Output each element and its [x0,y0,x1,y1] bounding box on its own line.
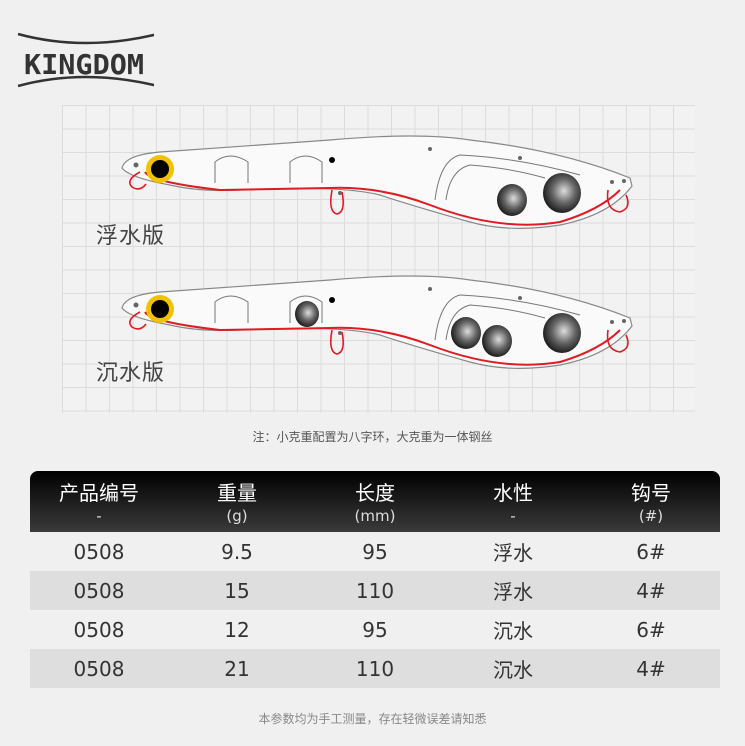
table-header: 产品编号 - 重量 (g) 长度 (mm) 水性 - 钩号 (#) [30,471,720,532]
column-header-weight: 重量 (g) [217,481,257,526]
table-row: 0508 15 110 浮水 4# [30,571,720,610]
cell: 4# [636,578,666,603]
sinking-lure [121,275,633,370]
cell: 沉水 [493,658,533,682]
cell: 浮水 [493,541,533,565]
cell: 95 [362,539,388,564]
table-row: 0508 21 110 沉水 4# [30,649,720,688]
spec-table: 产品编号 - 重量 (g) 长度 (mm) 水性 - 钩号 (#) 0508 9.5 95 浮水… [30,471,720,688]
cell: 9.5 [221,539,253,564]
cell: 6# [636,539,666,564]
floating-lure [121,135,633,230]
column-header-length: 长度 (mm) [354,481,396,526]
cell: 0508 [73,539,125,564]
column-header-product-code: 产品编号 - [59,481,139,526]
sinking-version-label: 沉水版 [96,361,166,386]
cell: 21 [224,656,250,681]
cell: 0508 [73,656,125,681]
cell: 12 [224,617,250,642]
svg-text:KINGDOM: KINGDOM [24,48,144,81]
diagram-note: 注：小克重配置为八字环，大克重为一体钢丝 [252,430,493,444]
cell: 0508 [73,578,125,603]
cell: 4# [636,656,666,681]
column-header-buoyancy: 水性 - [493,481,533,526]
measurement-disclaimer: 本参数均为手工测量，存在轻微误差请知悉 [258,712,487,726]
cell: 沉水 [493,619,533,643]
cell: 浮水 [493,580,533,604]
lure-diagrams [121,135,633,370]
column-header-hook-size: 钩号 (#) [631,481,671,526]
cell: 15 [224,578,250,603]
floating-version-label: 浮水版 [96,224,166,249]
table-row: 0508 12 95 沉水 6# [30,610,720,649]
table-row: 0508 9.5 95 浮水 6# [30,532,720,571]
cell: 110 [355,578,395,603]
cell: 0508 [73,617,125,642]
cell: 110 [355,656,395,681]
cell: 6# [636,617,666,642]
kingdom-logo: KINGDOM [17,32,154,88]
cell: 95 [362,617,388,642]
